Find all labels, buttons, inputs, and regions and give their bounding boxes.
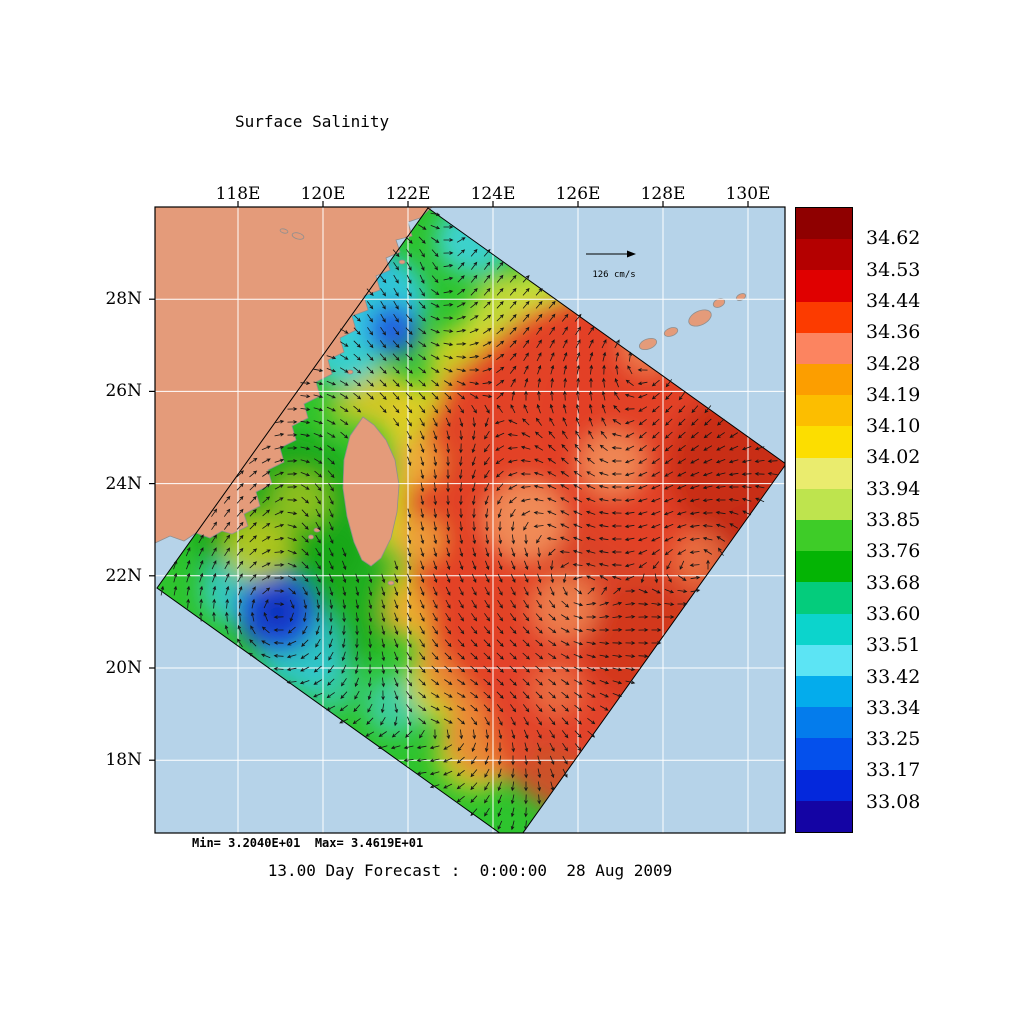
colorbar-swatch: [796, 800, 852, 833]
forecast-caption: 13.00 Day Forecast : 0:00:00 28 Aug 2009: [267, 861, 673, 880]
current-vector-arrows: [160, 212, 778, 831]
axis-ticks: [149, 201, 749, 761]
colorbar-swatch: [796, 208, 852, 240]
colorbar-swatch: [796, 644, 852, 677]
lat-label: 24N: [105, 473, 142, 494]
latitude-axis: 28N 26N 24N 22N 20N 18N: [90, 0, 142, 1024]
lon-label: 130E: [725, 184, 771, 204]
colorbar-swatch: [796, 426, 852, 458]
lon-label: 120E: [300, 184, 346, 204]
colorbar-swatch: [796, 769, 852, 801]
lat-label: 18N: [105, 750, 142, 771]
lat-label: 20N: [105, 658, 142, 678]
lon-label: 126E: [555, 184, 601, 204]
map-frame: [154, 206, 786, 834]
map-area: [155, 207, 785, 833]
colorbar-swatch: [796, 582, 852, 614]
colorbar-swatch: [796, 270, 852, 302]
lat-label: 28N: [105, 289, 142, 310]
colorbar-swatch: [796, 738, 852, 770]
colorbar-swatch: [796, 364, 852, 396]
lon-label: 118E: [215, 184, 261, 204]
lat-label: 22N: [105, 565, 142, 586]
colorbar-swatch: [796, 301, 852, 333]
colorbar-swatch: [796, 239, 852, 271]
vector-scale-label: 126 cm/s: [592, 270, 636, 280]
taiwan-island: [342, 416, 400, 567]
lon-label: 124E: [470, 184, 516, 204]
figure-title: Surface Salinity: [235, 112, 390, 131]
colorbar-swatch: [796, 613, 852, 645]
graticule: [155, 207, 785, 833]
lon-label: 122E: [385, 184, 431, 204]
china-coast-landmass: [155, 207, 433, 544]
vector-scale-arrow: [586, 250, 636, 258]
lon-label: 128E: [640, 184, 686, 204]
colorbar: [795, 207, 853, 833]
colorbar-swatch: [796, 676, 852, 708]
small-islands: [279, 228, 747, 586]
colorbar-swatch: [796, 551, 852, 583]
landmasses: [155, 207, 747, 586]
minmax-text: Min= 3.2040E+01 Max= 3.4619E+01: [192, 836, 424, 850]
colorbar-swatch: [796, 520, 852, 552]
model-domain-field: [157, 208, 785, 833]
colorbar-swatch: [796, 488, 852, 521]
colorbar-swatch: [796, 707, 852, 739]
colorbar-swatch: [796, 395, 852, 427]
colorbar-swatch: [796, 332, 852, 365]
colorbar-swatch: [796, 457, 852, 489]
model-domain-outline: [156, 207, 785, 833]
lat-label: 26N: [105, 381, 142, 402]
longitude-axis: 118E 120E 122E 124E 126E 128E 130E: [0, 184, 1024, 206]
